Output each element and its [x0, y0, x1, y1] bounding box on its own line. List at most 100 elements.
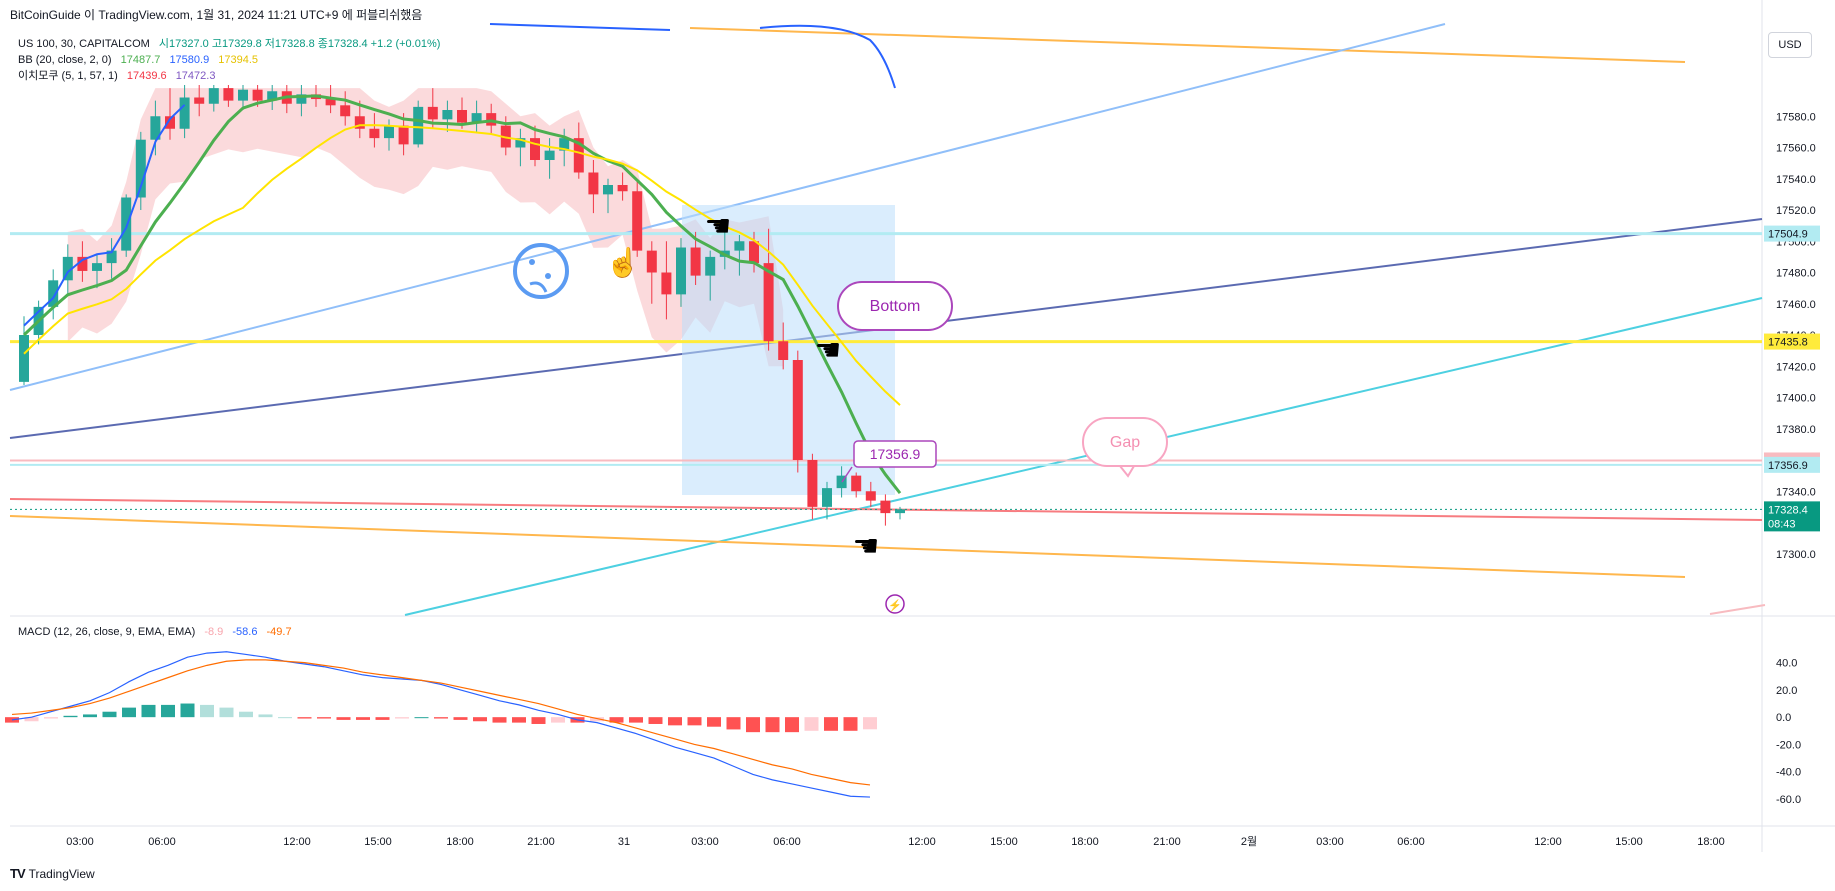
- pointing-hand-icon-3[interactable]: ☚: [853, 530, 880, 563]
- ichimoku-cloud: [67, 88, 784, 367]
- candle-body: [851, 475, 862, 492]
- macd-hist-value: -8.9: [204, 626, 224, 638]
- candle-body: [296, 94, 307, 104]
- candle-body: [559, 138, 570, 151]
- price-legend: US 100, 30, CAPITALCOM 시17327.0 고17329.8…: [18, 36, 440, 84]
- candle-body: [661, 272, 672, 295]
- blue-segment-top[interactable]: [489, 23, 671, 31]
- candle-body: [763, 263, 774, 342]
- time-tick-label: 03:00: [66, 836, 94, 848]
- trendline-orange-top[interactable]: [689, 27, 1686, 63]
- price-tick-label: 17300.0: [1776, 549, 1816, 561]
- attribution-text: BitCoinGuide 이 TradingView.com, 1월 31, 2…: [10, 8, 423, 22]
- candle-body: [515, 138, 526, 148]
- trendline-pink-short[interactable]: [1709, 604, 1766, 615]
- candle-body: [208, 88, 219, 104]
- price-callout[interactable]: 17356.9: [841, 440, 937, 483]
- gap-callout-text: Gap: [1110, 434, 1140, 451]
- candle-body: [749, 241, 759, 264]
- macd-histogram-bar: [102, 711, 117, 718]
- pointing-hand-icon-1[interactable]: ☚: [705, 210, 732, 243]
- macd-histogram-bar: [219, 707, 234, 718]
- time-tick-label: 15:00: [1615, 836, 1643, 848]
- time-tick-label: 15:00: [364, 836, 392, 848]
- symbol-row: US 100, 30, CAPITALCOM 시17327.0 고17329.8…: [18, 36, 440, 52]
- candle-body: [340, 105, 351, 117]
- ichimoku-row: 이치모쿠 (5, 1, 57, 1) 17439.6 17472.3: [18, 68, 440, 84]
- pointing-hand-icon-blue[interactable]: ☝: [606, 245, 641, 279]
- macd-histogram-bar: [648, 717, 663, 724]
- candle-body: [19, 335, 29, 382]
- macd-line: [11, 651, 871, 798]
- macd-histogram-bar: [161, 704, 175, 718]
- time-tick-label: 2월: [1241, 835, 1257, 848]
- time-axis[interactable]: 03:00 06:00 12:00 15:00 18:00 21:00 31 03:00 06:…: [66, 835, 1725, 848]
- time-tick-label: 21:00: [527, 836, 555, 848]
- price-callout-text: 17356.9: [870, 446, 921, 462]
- pointing-hand-icon-2[interactable]: ☚: [815, 334, 842, 367]
- candle-body: [822, 488, 832, 507]
- macd-histogram-bar: [726, 717, 741, 730]
- indicator-lines: [22, 94, 902, 495]
- macd-legend: MACD (12, 26, close, 9, EMA, EMA) -8.9 -…: [18, 626, 298, 638]
- svg-text:☝: ☝: [606, 245, 641, 279]
- macd-axis[interactable]: 40.0 20.0 0.0 -20.0 -40.0 -60.0: [1776, 658, 1801, 806]
- price-label-box: [1764, 225, 1820, 242]
- macd-histogram-bar: [590, 717, 604, 722]
- macd-label: MACD (12, 26, close, 9, EMA, EMA): [18, 626, 196, 638]
- candle-body: [398, 125, 409, 145]
- price-label-box: [1764, 333, 1820, 350]
- candle-body: [617, 185, 628, 192]
- ichimoku-base-line: [22, 94, 902, 495]
- macd-histogram-bar: [707, 717, 721, 727]
- price-tick-label: 17580.0: [1776, 111, 1816, 123]
- candle-body: [48, 280, 59, 307]
- candle-body: [471, 113, 482, 123]
- time-tick-label: 06:00: [148, 836, 176, 848]
- trendline-orange-bottom[interactable]: [9, 515, 1686, 578]
- macd-histogram-bar: [512, 717, 526, 723]
- bottom-callout[interactable]: Bottom: [837, 281, 953, 331]
- ichimoku-label: 이치모쿠 (5, 1, 57, 1): [18, 70, 118, 82]
- macd-histogram-bar: [863, 717, 877, 730]
- gap-callout[interactable]: Gap: [1082, 417, 1168, 478]
- price-tick-label: 17480.0: [1776, 268, 1816, 280]
- bb-basis-line: [23, 124, 901, 406]
- emoji-face-icon[interactable]: [513, 243, 569, 299]
- candle-body: [150, 116, 161, 140]
- alert-lightning-icon[interactable]: ⚡: [885, 594, 905, 614]
- price-label-box: [1764, 501, 1820, 532]
- candle-body: [865, 491, 876, 501]
- currency-selector[interactable]: USD: [1768, 32, 1812, 58]
- time-tick-label: 03:00: [691, 836, 719, 848]
- price-tick-label: 17460.0: [1776, 299, 1816, 311]
- macd-histogram-bar: [785, 717, 799, 733]
- candle-body: [62, 256, 73, 281]
- time-tick-label: 12:00: [908, 836, 936, 848]
- candle-body: [238, 89, 248, 101]
- ichimoku-value-2: 17472.3: [175, 70, 216, 82]
- time-tick-label: 03:00: [1316, 836, 1344, 848]
- trendlines[interactable]: [9, 23, 1766, 616]
- price-label-text: 17328.4: [1768, 504, 1808, 516]
- candle-body: [734, 241, 745, 251]
- time-tick-label: 12:00: [283, 836, 311, 848]
- blue-curve-top[interactable]: [759, 24, 896, 89]
- macd-tick-label: -40.0: [1776, 767, 1801, 779]
- macd-histogram-bar: [609, 717, 624, 723]
- time-tick-label: 06:00: [773, 836, 801, 848]
- macd-histogram-bar: [473, 717, 487, 722]
- time-tick-label: 31: [618, 836, 630, 848]
- candle-body: [427, 106, 438, 120]
- trendline-cyan[interactable]: [404, 297, 1763, 616]
- candle-body: [588, 172, 599, 195]
- macd-histogram-bar: [83, 714, 97, 718]
- macd-line-value: -58.6: [232, 626, 258, 638]
- time-tick-label: 15:00: [990, 836, 1018, 848]
- candle-body: [544, 150, 555, 160]
- candle-body: [486, 113, 497, 126]
- price-label-text: 17504.9: [1768, 229, 1808, 241]
- cloud-area: [67, 88, 784, 367]
- candle-body: [442, 110, 453, 120]
